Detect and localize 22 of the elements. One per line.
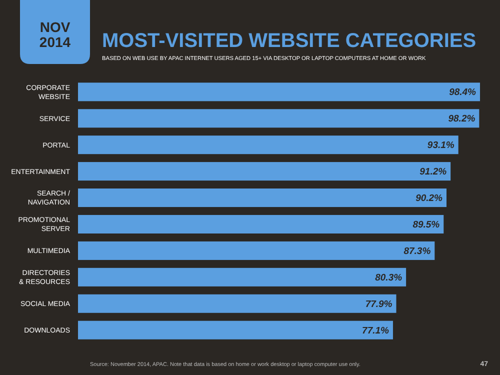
bar: [78, 268, 406, 286]
data-label: 77.9%: [365, 298, 393, 310]
bar: [78, 82, 480, 102]
data-label: 98.2%: [448, 114, 476, 125]
bar: [78, 320, 393, 340]
data-label: 77.1%: [362, 325, 390, 336]
bar: [78, 214, 444, 234]
bar: [78, 136, 458, 154]
bar: [78, 109, 480, 128]
data-label: 87.3%: [404, 246, 432, 258]
bar: [78, 162, 451, 181]
data-label: 91.2%: [420, 166, 448, 178]
bar: [78, 188, 446, 208]
bar: [78, 294, 396, 313]
data-label: 93.1%: [427, 140, 455, 152]
data-label: 90.2%: [416, 193, 444, 204]
bar: [78, 241, 435, 260]
text: NOV 2014: [39, 19, 71, 50]
data-label: 89.5%: [412, 220, 440, 231]
data-label: 98.4%: [449, 87, 477, 98]
data-label: 80.3%: [375, 272, 403, 284]
chart-title: MOST-VISITED WEBSITE CATEGORIES: [102, 30, 476, 52]
